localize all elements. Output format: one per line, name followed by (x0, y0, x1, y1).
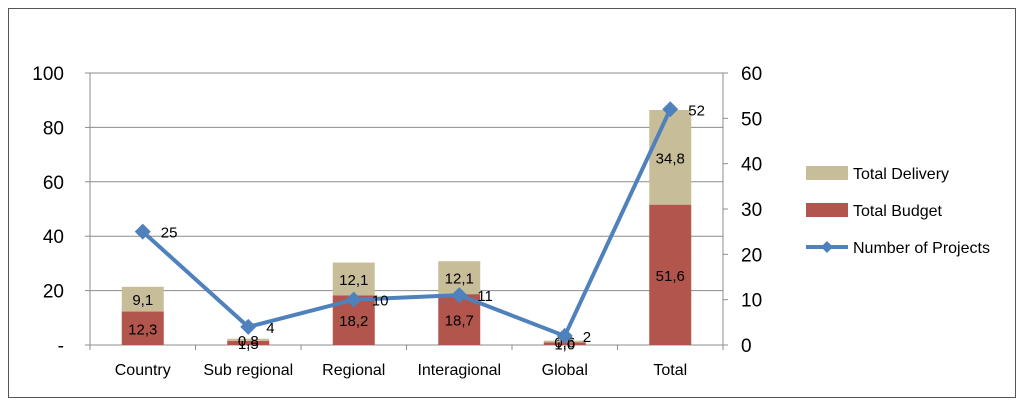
y-right-tick-label: 30 (741, 200, 762, 221)
legend-label: Total Delivery (853, 166, 949, 183)
line-number-of-projects (141, 108, 673, 338)
y-left-tick-label: 80 (43, 118, 64, 139)
bar-total-delivery (649, 109, 692, 205)
x-category-label: Global (542, 362, 588, 379)
y-left-tick-label: 20 (43, 282, 64, 303)
data-label-number-of-projects: 2 (583, 329, 591, 346)
y-right-tick-label: 50 (741, 109, 762, 130)
bar-total-budget (121, 311, 164, 345)
y-left-tick-label: 60 (43, 173, 64, 194)
data-label-total-delivery: 9,1 (132, 292, 153, 309)
bar-total-budget (649, 204, 692, 345)
data-label-number-of-projects: 25 (161, 225, 178, 242)
y-left-tick-label: - (58, 336, 64, 357)
x-category-label: Sub regional (203, 362, 293, 379)
data-label-total-delivery: 12,1 (339, 272, 368, 289)
y-right-tick-label: 60 (741, 64, 762, 85)
y-right-tick-label: 40 (741, 155, 762, 176)
line-marker-diamond (240, 318, 257, 335)
data-label-total-budget: 12,3 (128, 321, 157, 338)
x-category-label: Total (653, 362, 687, 379)
data-label-number-of-projects: 10 (372, 293, 389, 310)
data-label-total-budget: 18,2 (339, 313, 368, 330)
bar-total-delivery (227, 338, 270, 341)
data-label-number-of-projects: 52 (688, 102, 705, 119)
x-category-label: Interagional (417, 362, 501, 379)
y-right-tick-label: 20 (741, 245, 762, 266)
x-category-label: Country (115, 362, 171, 379)
legend-swatch (806, 166, 848, 180)
bar-total-budget (227, 340, 270, 345)
bar-total-delivery (332, 262, 375, 296)
y-left-tick-label: 40 (43, 227, 64, 248)
y-right-tick-label: 0 (741, 336, 752, 357)
legend-label: Total Budget (853, 203, 943, 220)
line-marker-diamond (556, 327, 573, 344)
y-left-tick-label: 100 (32, 64, 64, 85)
data-label-total-delivery: 0,8 (238, 333, 259, 350)
line-marker-diamond (451, 287, 468, 304)
data-label-total-delivery: 34,8 (656, 150, 685, 167)
line-marker-diamond (662, 101, 679, 118)
legend-swatch (806, 203, 848, 217)
y-right-tick-label: 10 (741, 291, 762, 312)
x-category-label: Regional (322, 362, 385, 379)
data-label-number-of-projects: 11 (477, 288, 493, 305)
data-label-number-of-projects: 4 (266, 320, 274, 337)
line-marker-diamond (134, 223, 151, 240)
legend-label: Number of Projects (853, 240, 990, 257)
data-label-total-budget: 51,6 (656, 268, 685, 285)
data-label-total-delivery: 12,1 (445, 271, 474, 288)
bar-total-delivery (121, 286, 164, 312)
data-label-total-budget: 18,7 (445, 313, 474, 330)
line-marker-diamond (345, 291, 362, 308)
legend-marker-diamond (821, 241, 833, 253)
